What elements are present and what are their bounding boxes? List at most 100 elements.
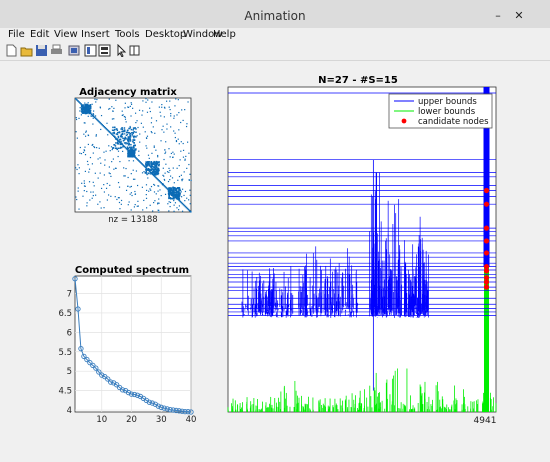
candidate-nodes-series xyxy=(483,187,490,290)
spy-mark xyxy=(123,142,126,144)
spectrum-point xyxy=(93,365,99,371)
spy-mark xyxy=(166,128,168,130)
spy-mark xyxy=(173,115,175,117)
spy-mark xyxy=(152,163,154,166)
spy-mark xyxy=(120,128,122,130)
pointer-icon[interactable] xyxy=(115,44,128,57)
spy-mark xyxy=(103,125,106,128)
spy-mark xyxy=(142,209,144,211)
x-tick-label: 20 xyxy=(126,415,137,425)
spy-mark xyxy=(89,112,91,114)
spy-mark xyxy=(168,193,171,195)
menu-desktop[interactable]: Desktop xyxy=(145,29,187,40)
spy-mark xyxy=(157,202,159,204)
spy-mark xyxy=(164,152,166,155)
spy-mark xyxy=(124,130,126,132)
spy-mark xyxy=(163,175,165,177)
spy-mark xyxy=(80,104,83,107)
dock-icon[interactable] xyxy=(84,44,97,57)
spy-mark xyxy=(173,210,175,212)
spy-mark xyxy=(105,128,108,130)
menu-window[interactable]: Window xyxy=(183,29,223,40)
spy-mark xyxy=(123,175,125,177)
spy-mark xyxy=(116,133,119,136)
menu-file[interactable]: File xyxy=(8,29,25,40)
spy-mark xyxy=(169,175,172,177)
spy-mark xyxy=(175,192,177,195)
spy-mark xyxy=(160,195,162,197)
spy-mark xyxy=(135,121,137,124)
spy-mark xyxy=(104,159,106,161)
spy-mark xyxy=(105,187,108,189)
spy-mark xyxy=(149,107,151,109)
candidate-node xyxy=(483,225,490,231)
y-tick-label: 4.5 xyxy=(58,387,72,397)
spy-mark xyxy=(115,133,118,135)
spectrum-point xyxy=(167,407,173,413)
menu-edit[interactable]: Edit xyxy=(30,29,50,40)
spy-mark xyxy=(158,198,160,200)
spy-mark xyxy=(175,140,178,142)
y-tick-label: 5.5 xyxy=(58,348,72,358)
spy-mark xyxy=(153,163,156,166)
spy-mark xyxy=(121,133,124,136)
spy-mark xyxy=(121,114,123,117)
spy-mark xyxy=(165,187,168,189)
print-icon[interactable] xyxy=(50,44,63,57)
edit-plot-icon[interactable] xyxy=(128,44,141,57)
spectrum-point xyxy=(161,405,167,411)
layout-icon[interactable] xyxy=(98,44,111,57)
spy-mark xyxy=(104,164,106,166)
spy-mark xyxy=(189,210,192,213)
spy-mark xyxy=(147,162,150,164)
spy-mark xyxy=(125,142,127,145)
spy-mark xyxy=(100,207,102,209)
spy-mark xyxy=(186,197,188,199)
spy-mark xyxy=(176,191,178,194)
spy-mark xyxy=(136,184,139,187)
spy-mark xyxy=(177,179,179,181)
spy-mark xyxy=(132,146,135,148)
spy-mark xyxy=(128,144,130,146)
menu-tools[interactable]: Tools xyxy=(115,29,140,40)
spy-mark xyxy=(130,115,132,117)
spy-mark xyxy=(168,148,170,150)
link-icon[interactable] xyxy=(68,44,81,57)
spy-mark xyxy=(174,105,176,107)
menu-insert[interactable]: Insert xyxy=(81,29,110,40)
close-button[interactable]: ✕ xyxy=(514,9,524,22)
legend-candidate-swatch xyxy=(401,118,407,124)
save-icon[interactable] xyxy=(35,44,48,57)
spy-mark xyxy=(173,182,175,184)
spy-mark xyxy=(154,175,156,178)
legend-lower-label: lower bounds xyxy=(418,107,476,117)
spy-mark xyxy=(84,154,87,156)
spy-mark xyxy=(181,210,184,212)
spy-mark xyxy=(153,145,155,147)
open-icon[interactable] xyxy=(20,44,33,57)
spy-mark xyxy=(172,151,174,153)
spy-mark xyxy=(148,190,150,192)
spy-mark xyxy=(119,147,121,149)
minimize-button[interactable]: – xyxy=(495,9,501,22)
spy-mark xyxy=(155,162,158,164)
spy-mark xyxy=(145,184,148,186)
spy-mark xyxy=(96,98,98,101)
spy-mark xyxy=(119,160,121,163)
spy-mark xyxy=(82,111,85,113)
spy-mark xyxy=(182,203,185,206)
spy-mark xyxy=(109,107,111,110)
menu-view[interactable]: View xyxy=(54,29,78,40)
spy-mark xyxy=(170,197,172,199)
spectrum-ticks: 10 20 30 40 4 4.5 5 5.5 6 6.5 7 xyxy=(58,289,196,425)
new-icon[interactable] xyxy=(5,44,18,57)
spy-mark xyxy=(126,148,128,150)
candidate-node xyxy=(483,250,490,256)
spy-mark xyxy=(113,168,115,170)
menu-help[interactable]: Help xyxy=(213,29,236,40)
spy-mark xyxy=(185,206,188,209)
candidate-node xyxy=(483,279,490,285)
spy-mark xyxy=(98,147,100,149)
spy-mark xyxy=(151,101,153,103)
spy-mark xyxy=(85,104,87,106)
